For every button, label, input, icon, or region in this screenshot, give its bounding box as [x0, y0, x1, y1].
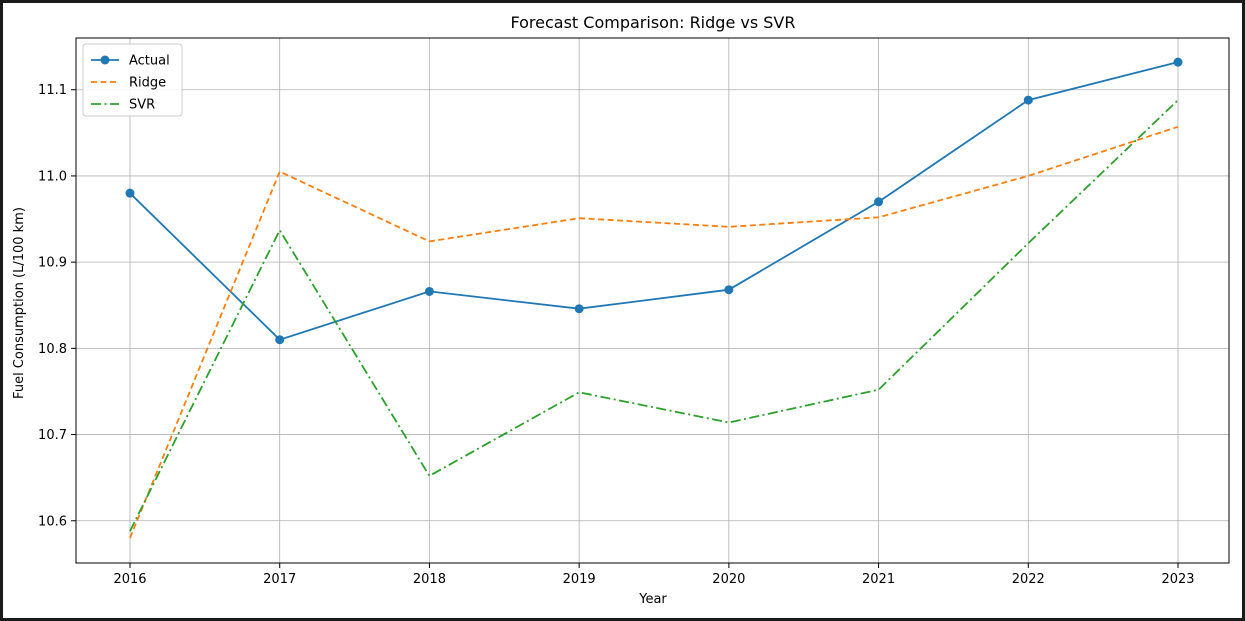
y-tick-label: 10.6: [38, 514, 67, 529]
x-tick-label: 2020: [712, 572, 745, 587]
x-tick-label: 2019: [563, 572, 596, 587]
data-point-actual: [125, 188, 135, 198]
x-tick-label: 2018: [413, 572, 446, 587]
series-line-ridge: [129, 125, 1179, 539]
data-point-actual: [724, 285, 734, 295]
series-group: [125, 57, 1183, 539]
y-tick-label: 11.0: [38, 169, 67, 184]
legend-marker-actual: [100, 55, 110, 65]
y-tick-label: 10.7: [38, 428, 67, 443]
legend-label-svr: SVR: [129, 98, 155, 113]
legend: Actual Ridge SVR: [82, 43, 183, 117]
data-point-actual: [1173, 57, 1183, 67]
x-tick-label: 2022: [1012, 572, 1045, 587]
y-tick-label: 11.1: [38, 83, 67, 98]
series-line-actual: [129, 61, 1179, 341]
y-tick-label: 10.9: [38, 256, 67, 271]
figure: 2016 2017 2018 2019 2020 2021 2022 2023 10.6 10.…: [3, 3, 1242, 618]
y-tick-label: 10.8: [38, 342, 67, 357]
legend-label-ridge: Ridge: [129, 76, 166, 91]
grid: [76, 38, 1229, 563]
legend-label-actual: Actual: [129, 54, 170, 69]
chart-title: Forecast Comparison: Ridge vs SVR: [511, 13, 796, 32]
x-tick-label: 2023: [1161, 572, 1194, 587]
plot-area: [75, 37, 1230, 564]
y-axis: 10.6 10.7 10.8 10.9 11.0 11.1: [38, 83, 76, 529]
x-tick-label: 2017: [263, 572, 296, 587]
x-axis-label: Year: [638, 592, 667, 607]
series-line-svr: [129, 99, 1179, 532]
data-point-actual: [424, 286, 434, 296]
y-axis-label: Fuel Consumption (L/100 km): [12, 207, 27, 399]
data-point-actual: [574, 304, 584, 314]
x-tick-label: 2016: [113, 572, 146, 587]
data-point-actual: [1023, 95, 1033, 105]
line-chart: 2016 2017 2018 2019 2020 2021 2022 2023 10.610.…: [12, 13, 1230, 607]
x-axis: 2016 2017 2018 2019 2020 2021 2022 2023: [113, 563, 1195, 587]
data-point-actual: [275, 335, 285, 345]
x-tick-label: 2021: [862, 572, 895, 587]
data-point-actual: [874, 197, 884, 207]
